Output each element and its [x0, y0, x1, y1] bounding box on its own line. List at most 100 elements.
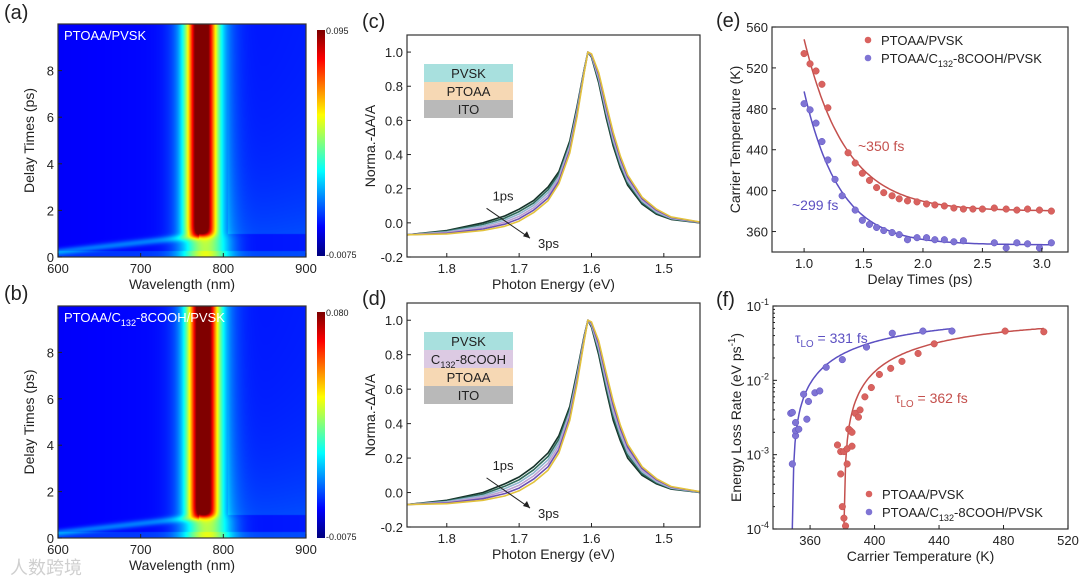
arrow-head — [522, 231, 530, 239]
data-point — [913, 234, 921, 242]
fit-annotation: ~350 fs — [858, 138, 904, 154]
data-point — [903, 236, 912, 244]
y-tick-label: 4 — [47, 157, 54, 172]
y-tick-label: 0.2 — [385, 451, 403, 466]
data-point — [865, 176, 874, 184]
layer-label: PVSK — [451, 334, 486, 349]
x-tick-label: 1.7 — [510, 531, 528, 546]
data-point — [800, 50, 808, 58]
data-point — [888, 329, 896, 337]
data-point — [838, 503, 846, 511]
arrow-line — [486, 477, 531, 509]
data-point — [812, 119, 820, 127]
x-tick-label: 800 — [212, 542, 234, 557]
colorbar-max-label: 0.080 — [326, 308, 349, 318]
y-tick-label: 0.6 — [385, 382, 403, 397]
data-point — [844, 149, 852, 157]
y-tick-label: 2 — [47, 485, 54, 500]
data-point — [858, 216, 866, 224]
x-tick-label: 600 — [47, 261, 69, 276]
layer-label: PTOAA — [447, 84, 491, 99]
data-point — [887, 364, 895, 372]
data-point — [1002, 205, 1010, 213]
data-point — [867, 383, 875, 392]
data-point — [858, 169, 866, 177]
y-tick-label: 6 — [47, 392, 54, 407]
x-tick-label: 1.8 — [438, 261, 456, 276]
x-axis-title: Photon Energy (eV) — [492, 546, 615, 562]
plot-frame — [57, 305, 307, 539]
data-point — [838, 356, 846, 364]
data-point — [806, 106, 814, 114]
data-point — [792, 419, 800, 427]
data-point — [806, 60, 814, 68]
y-tick-label: 560 — [746, 20, 768, 35]
data-point — [843, 460, 851, 468]
data-point — [873, 223, 881, 232]
plot-frame — [57, 23, 307, 258]
heatmap-title: PTOAA/PVSK — [64, 28, 146, 43]
data-point — [930, 340, 938, 348]
y-axis-title: Energy Loss Rate (eV ps-1) — [727, 333, 744, 502]
data-point — [1035, 244, 1044, 252]
x-tick-label: 520 — [1057, 533, 1079, 548]
y-tick-label: 0 — [47, 531, 54, 546]
data-point — [873, 184, 881, 192]
y-tick-label: 0.8 — [385, 79, 403, 94]
y-tick-label: 0.8 — [385, 348, 403, 363]
plot-frame — [772, 305, 1069, 530]
data-point — [919, 327, 927, 335]
data-point — [861, 393, 869, 401]
data-point — [950, 204, 958, 212]
data-point — [856, 406, 864, 414]
data-point — [848, 442, 856, 450]
data-point — [818, 80, 826, 88]
data-point — [913, 198, 921, 206]
y-tick-label: 1.0 — [385, 45, 403, 60]
colorbar — [317, 30, 325, 256]
data-point — [940, 236, 948, 244]
data-point — [818, 137, 826, 146]
annotation-1ps: 1ps — [493, 458, 514, 473]
data-point — [969, 205, 977, 213]
data-point — [848, 428, 856, 436]
data-point — [854, 413, 862, 421]
data-point — [837, 470, 845, 478]
data-point — [888, 229, 896, 237]
data-point — [931, 201, 939, 209]
data-point — [931, 236, 939, 244]
watermark: 人数跨境 — [10, 558, 82, 578]
data-point — [816, 387, 824, 395]
data-point — [959, 205, 967, 213]
x-tick-label: 1.0 — [795, 256, 813, 271]
x-tick-label: 900 — [295, 261, 317, 276]
heatmap-title: PTOAA/C132-8COOH/PVSK — [64, 310, 225, 328]
data-point — [888, 192, 896, 200]
x-axis-title: Photon Energy (eV) — [492, 276, 615, 292]
data-point — [898, 357, 906, 365]
fit-annotation: ~299 fs — [792, 197, 838, 213]
panel-label: (d) — [362, 288, 386, 310]
x-tick-label: 600 — [47, 542, 69, 557]
arrow-head — [522, 501, 530, 509]
x-tick-label: 440 — [928, 533, 950, 548]
x-axis-title: Delay Times (ps) — [867, 271, 972, 287]
plot-frame — [406, 34, 701, 258]
data-point — [833, 441, 842, 449]
legend-marker — [865, 490, 873, 498]
data-point — [1002, 244, 1010, 252]
data-point — [880, 226, 888, 235]
y-tick-label: 0.4 — [385, 148, 403, 163]
data-point — [840, 514, 848, 522]
x-tick-label: 3.0 — [1033, 256, 1051, 271]
data-point — [1013, 239, 1021, 247]
legend-label: PTOAA/PVSK — [882, 487, 964, 502]
data-point — [788, 408, 796, 416]
x-tick-label: 700 — [130, 261, 152, 276]
panel-label: (c) — [362, 11, 385, 33]
data-point — [1040, 328, 1048, 336]
y-tick-label: -0.2 — [381, 250, 403, 265]
y-tick-label: 360 — [746, 225, 768, 240]
y-axis-title: Norma.-ΔA/A — [362, 373, 378, 456]
